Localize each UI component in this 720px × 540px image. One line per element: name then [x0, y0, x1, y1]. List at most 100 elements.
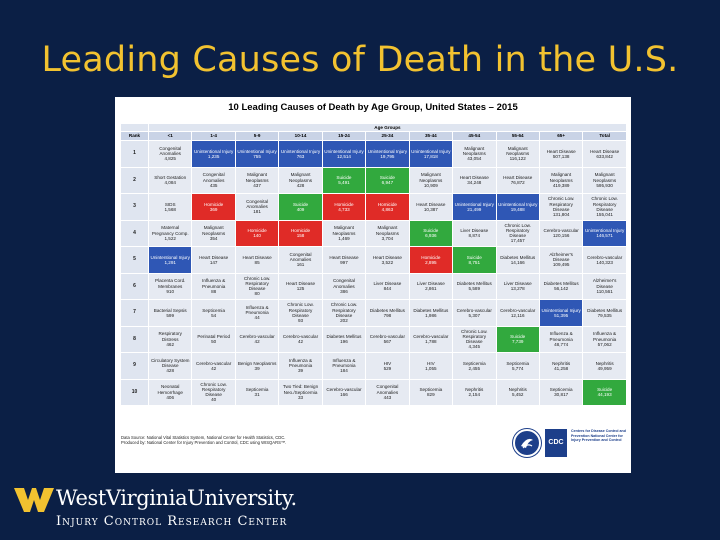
rank-cell: 5: [120, 246, 149, 274]
cause-name: Diabetes Mellitus: [587, 307, 623, 313]
death-count: 1,522: [164, 235, 176, 241]
causes-of-death-table: Age Groups Rank <1 1-4 5-9 10-14 15-24 25-34 35…: [120, 123, 627, 406]
death-count: 19,795: [380, 153, 395, 159]
death-count: 80: [254, 291, 260, 297]
cause-name: Unintentional Injury: [280, 148, 321, 154]
cause-cell: Homicide 4,733: [321, 193, 367, 221]
cause-cell: Homicide 158: [278, 219, 323, 247]
cause-cell: Unintentional Injury 12,514: [321, 140, 367, 168]
table-body: 1 Congenital Anomalies 4,825 Unintentional …: [120, 140, 627, 406]
research-center-name: Injury Control Research Center: [56, 514, 288, 529]
cause-cell: Cerebro-vascular 567: [365, 325, 410, 353]
cause-cell: Heart Disease 34,248: [452, 166, 497, 194]
death-count: 437: [253, 182, 261, 188]
rank-cell: 6: [120, 272, 149, 300]
age-column-header: 45-54: [452, 131, 497, 141]
cause-cell: Unintentional Injury 17,818: [408, 140, 454, 168]
cause-cell: Heart Disease 507,138: [538, 140, 584, 168]
death-count: 42: [211, 365, 217, 371]
cause-cell: Malignant Neoplasms 43,054: [452, 140, 497, 168]
cause-name: Diabetes Mellitus: [500, 254, 536, 260]
death-count: 409: [296, 206, 305, 212]
cause-cell: Cerebro-vascular 1,788: [408, 325, 454, 353]
cause-cell: Chronic Low. Respiratory Disease 4,345: [452, 325, 497, 353]
cause-name: Liver Disease: [416, 281, 445, 287]
cause-cell: Cerebro-vascular 5,307: [452, 299, 497, 327]
death-count: 44: [254, 315, 260, 321]
death-count: 184: [340, 368, 348, 374]
table-row: 2 Short Gestation 4,084 Congenital Anomalie…: [120, 166, 627, 194]
cause-name: SIDS: [164, 201, 176, 207]
death-count: 116,122: [509, 156, 526, 162]
cause-name: Nephritis: [508, 387, 527, 393]
death-count: 6,947: [381, 180, 394, 186]
cdc-logo-text: Centers for Disease Control and Preventi…: [571, 429, 626, 443]
cause-name: Suicide: [466, 254, 482, 260]
cause-cell: Heart Disease 147: [191, 246, 236, 274]
cause-cell: Heart Disease 3,522: [365, 246, 410, 274]
cause-name: Congenital Anomalies: [332, 278, 355, 289]
cause-name: Unintentional Injury: [411, 148, 451, 154]
cause-cell: Suicide 6,936: [408, 219, 454, 247]
flying-wv-logo-icon: [14, 488, 54, 512]
table-title: 10 Leading Causes of Death by Age Group,…: [228, 102, 518, 113]
death-count: 599: [166, 312, 175, 318]
death-count: 41,258: [554, 365, 569, 371]
cause-name: Malignant Neoplasms: [419, 172, 443, 183]
cause-name: Homicide: [247, 228, 267, 234]
hhs-logo-icon: [513, 429, 541, 457]
death-count: 8,751: [468, 259, 481, 265]
cause-name: Circulatory System Disease: [150, 357, 190, 369]
cause-cell: Cerebro-vascular 120,156: [538, 219, 584, 247]
age-column-header: Total: [582, 131, 627, 141]
cause-name: Nephritis: [595, 360, 614, 366]
death-count: 31: [254, 392, 260, 398]
age-column-header: 15-24: [321, 131, 367, 141]
cause-name: Chronic Low. Respiratory Disease: [243, 275, 271, 292]
cause-name: Suicide: [423, 228, 439, 234]
cause-name: Homicide: [377, 201, 397, 207]
death-count: 5,589: [468, 286, 481, 292]
death-count: 10,387: [423, 206, 438, 212]
column-header-row: Rank <1 1-4 5-9 10-14 15-24 25-34 35-44 45-54 55-…: [120, 131, 627, 141]
death-count: 56,142: [554, 286, 569, 292]
cause-cell: Congenital Anomalies 435: [191, 166, 236, 194]
death-count: 910: [166, 288, 175, 294]
cause-name: Congenital Anomalies: [246, 198, 269, 210]
cause-name: Unintentional Injury: [367, 148, 408, 154]
cause-name: Chronic Low. Respiratory Disease: [504, 222, 531, 239]
death-count: 109,495: [552, 262, 570, 268]
cause-name: HIV: [427, 360, 435, 366]
death-count: 131,804: [552, 211, 570, 217]
cause-cell: Heart Disease 633,842: [582, 140, 627, 168]
cause-name: Alzheimer's Disease: [549, 251, 573, 263]
cause-cell: Suicide 6,947: [365, 166, 410, 194]
cause-cell: Unintentional Injury 21,499: [452, 193, 497, 221]
rank-cell: 10: [120, 378, 149, 406]
cause-name: Unintentional Injury: [324, 148, 364, 154]
death-count: 406: [166, 394, 175, 400]
death-count: 1,055: [425, 365, 437, 371]
cause-cell: Heart Disease 76,872: [495, 166, 540, 194]
cause-cell: Heart Disease 125: [278, 272, 323, 300]
cause-cell: Influenza & Pneumonia 44: [234, 299, 280, 327]
death-count: 419,389: [552, 182, 570, 188]
cause-cell: Homicide 2,895: [408, 246, 454, 274]
cause-cell: Cerebro-vascular 42: [234, 325, 280, 353]
cause-cell: Malignant Neoplasms 1,469: [321, 219, 367, 247]
table-row: 1 Congenital Anomalies 4,825 Unintentional …: [120, 140, 627, 168]
cause-cell: Congenital Anomalies 386: [321, 272, 367, 300]
death-count: 844: [383, 286, 392, 292]
death-count: 42: [297, 339, 304, 345]
cause-cell: Cerebro-vascular 42: [191, 352, 236, 380]
death-count: 507,138: [552, 153, 570, 159]
cause-name: Influenza & Pneumonia: [288, 357, 313, 369]
cause-name: Suicide: [292, 201, 309, 207]
rank-cell: 8: [120, 325, 149, 353]
cause-name: Cerebro-vascular: [239, 334, 275, 340]
death-count: 34,248: [467, 180, 482, 186]
cause-name: Homicide: [421, 254, 441, 260]
cause-name: Heart Disease: [285, 281, 316, 287]
cause-cell: Unintentional Injury 763: [278, 140, 323, 168]
cause-name: Maternal Pregnancy Comp.: [151, 225, 189, 236]
